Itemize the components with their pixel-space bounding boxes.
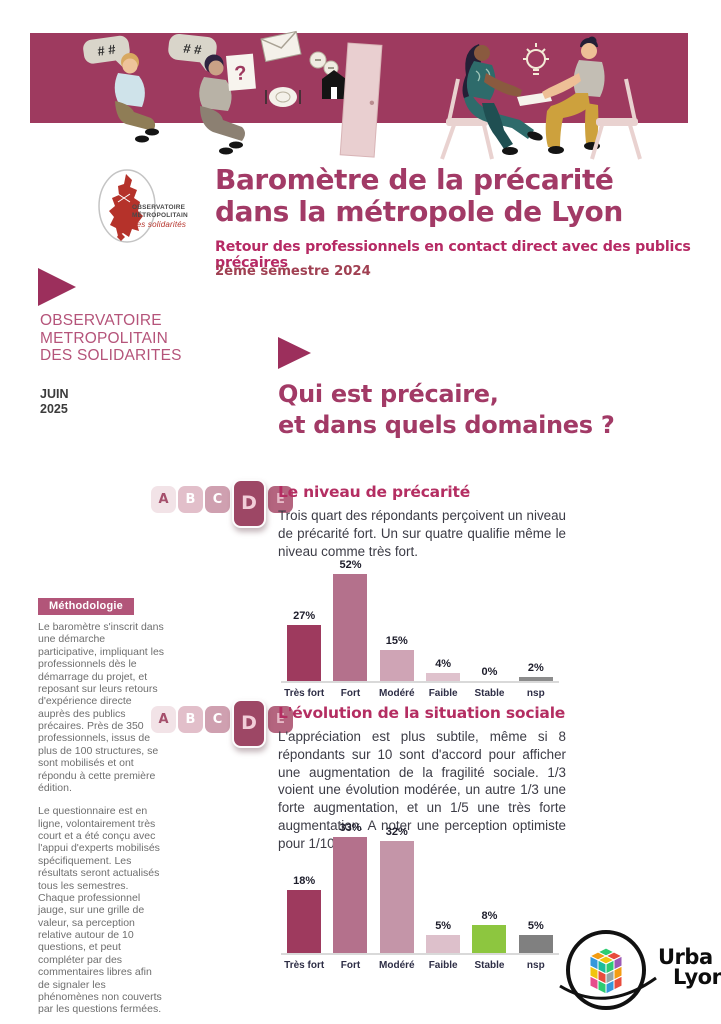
bar-value-label: 15% — [385, 635, 408, 647]
bar-value-label: 27% — [293, 610, 316, 622]
bar-modéré — [379, 841, 414, 953]
door-icon — [339, 42, 383, 158]
bar-category-label: Modéré — [379, 960, 415, 971]
bar-category-label: Fort — [340, 960, 361, 971]
chart-niveau-precarite: 27% 52% 15% 4% 0% 2% Très fort Fort Modéré Faible… — [281, 552, 559, 699]
bar-value-label: 0% — [481, 666, 498, 678]
bar-category-label: nsp — [526, 688, 545, 699]
sidebar-org-name: OBSERVATOIRE METROPOLITAIN DES SOLIDARIT… — [40, 312, 182, 365]
section-body-evolution-sociale: L'appréciation est plus subtile, même si… — [278, 729, 566, 851]
svg-text:# #: # # — [183, 41, 203, 58]
bar-modéré — [379, 650, 414, 681]
observatoire-logo-map-icon — [98, 169, 156, 243]
rating-badge-e: E — [268, 705, 293, 733]
rating-badge-d: D — [232, 478, 266, 528]
bar-value-label: 5% — [527, 920, 544, 932]
rating-badge-c: C — [205, 485, 230, 513]
bar-value-label: 33% — [339, 822, 362, 834]
bar-value-label: 5% — [435, 920, 452, 932]
section-title-evolution-sociale: L'évolution de la situation sociale — [278, 704, 566, 722]
bar-category-label: Stable — [474, 688, 505, 699]
chair-icon — [446, 118, 488, 126]
rating-badge-b: B — [178, 705, 203, 733]
urba-lyon-logo-text: Urba Lyon — [658, 945, 721, 989]
chair-icon — [590, 78, 642, 160]
main-heading: Qui est précaire, et dans quels domaines… — [278, 380, 615, 440]
plate-icon — [265, 87, 301, 107]
bar-value-label: 52% — [339, 559, 362, 571]
section-title-niveau-precarite: Le niveau de précarité — [278, 483, 471, 501]
sidebar-arrow-icon — [38, 268, 76, 306]
edition-label: 2ème semestre 2024 — [215, 264, 371, 279]
bar-value-label: 32% — [385, 826, 408, 838]
bar-category-label: Faible — [428, 688, 458, 699]
bar-value-label: 4% — [435, 658, 452, 670]
person-figure — [114, 53, 159, 143]
rating-badge-b: B — [178, 485, 203, 513]
bar-category-label: Très fort — [284, 688, 325, 699]
methodology-title-badge: Méthodologie — [38, 598, 134, 615]
paper-icon — [517, 92, 552, 106]
bar-fort — [333, 837, 368, 953]
methodology-text: Le baromètre s'inscrit dans une démarche… — [38, 621, 165, 1024]
person-figure — [199, 54, 245, 155]
question-card-icon: ? — [226, 53, 256, 91]
bar-value-label: 2% — [527, 662, 544, 674]
chair-icon — [440, 78, 494, 160]
chair-icon — [596, 118, 638, 126]
bar-value-label: 8% — [481, 910, 498, 922]
rating-badge-a: A — [151, 705, 176, 733]
page-subtitle: Retour des professionnels en contact dir… — [215, 239, 691, 271]
bar-faible — [426, 935, 461, 953]
methodology-paragraph: Le baromètre s'inscrit dans une démarche… — [38, 621, 165, 794]
bar-stable — [472, 925, 507, 953]
urba-lyon-logo: Urba Lyon — [559, 924, 721, 1024]
bar-category-label: Modéré — [379, 688, 415, 699]
lightbulb-icon — [523, 43, 549, 75]
bar-nsp — [518, 677, 553, 681]
person-figure — [462, 44, 543, 155]
svg-text:?: ? — [234, 62, 248, 85]
bar-fort — [333, 574, 368, 681]
person-figure — [542, 36, 605, 154]
rating-badge-c: C — [205, 705, 230, 733]
bar-category-label: Stable — [474, 960, 505, 971]
page-title: Baromètre de la précarité dans la métrop… — [215, 163, 623, 228]
section-arrow-icon — [278, 337, 311, 369]
sidebar-issue-date: JUIN 2025 — [40, 387, 69, 416]
observatoire-logo: OBSERVATOIRE MÉTROPOLITAIN des solidarit… — [96, 166, 206, 256]
svg-text:# #: # # — [97, 41, 118, 58]
rating-badge-a: A — [151, 485, 176, 513]
methodology-paragraph: Le questionnaire est en ligne, volontair… — [38, 805, 162, 1016]
bar-très-fort — [287, 890, 322, 953]
bar-category-label: Très fort — [284, 960, 325, 971]
urba-lyon-cube-icon — [559, 930, 657, 1010]
bar-faible — [426, 673, 461, 681]
observatoire-logo-text: OBSERVATOIRE MÉTROPOLITAIN des solidarit… — [132, 204, 188, 230]
rating-badge-e: E — [268, 485, 293, 513]
bar-nsp — [518, 935, 553, 953]
banner-illustration: # # # # ? — [30, 30, 688, 160]
rating-badge-d: D — [232, 698, 266, 748]
bar-value-label: 18% — [293, 875, 316, 887]
bar-très-fort — [287, 625, 322, 681]
chart-evolution-sociale: 18% 33% 32% 5% 8% 5% Très fort Fort Modéré Faible… — [281, 820, 559, 971]
envelope-icon — [260, 30, 302, 63]
section-body-niveau-precarite: Trois quart des répondants perçoivent un… — [278, 508, 566, 559]
bar-category-label: Faible — [428, 960, 458, 971]
bar-category-label: nsp — [526, 960, 545, 971]
bar-category-label: Fort — [340, 688, 361, 699]
